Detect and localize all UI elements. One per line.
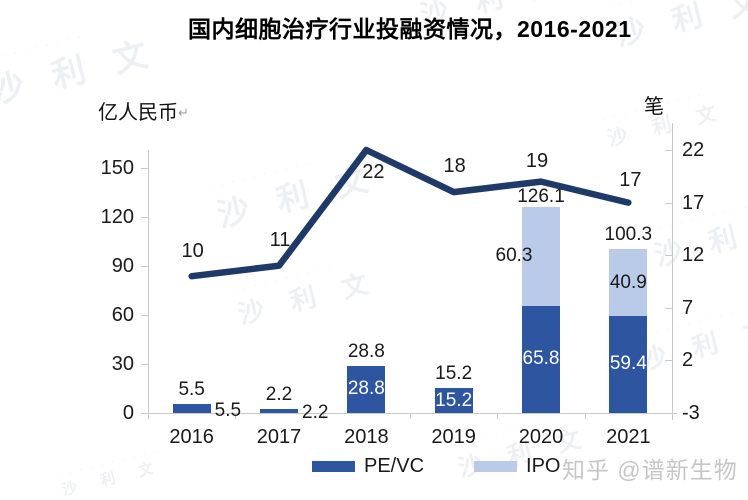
category-label: 2017	[256, 426, 302, 448]
bottom-axis-tick	[672, 413, 673, 419]
stack-total-label: 126.1	[517, 186, 565, 208]
legend-item-pevc: PE/VC	[312, 455, 424, 478]
pevc-value-label: 15.2	[435, 389, 473, 411]
left-axis-line	[148, 150, 149, 413]
ipo-value-label: 60.3	[495, 245, 533, 267]
left-axis-tick	[141, 364, 149, 365]
line-value-label: 10	[181, 240, 204, 263]
left-tick-label: 120	[100, 206, 134, 228]
stack-total-label: 100.3	[604, 224, 653, 246]
pevc-label: PE/VC	[364, 455, 425, 477]
stack-total-label: 28.8	[347, 340, 385, 362]
right-axis-tick	[665, 307, 673, 309]
right-tick-label: 12	[682, 244, 705, 267]
left-axis-tick	[141, 315, 149, 316]
left-axis-tick	[141, 413, 149, 414]
ipo-swatch	[474, 461, 518, 472]
line-value-label: 18	[443, 155, 466, 178]
bottom-axis-line	[148, 413, 677, 414]
category-label: 2016	[169, 426, 214, 448]
stack-total-label: 5.5	[178, 379, 205, 401]
left-axis-tick	[141, 168, 149, 169]
ipo-label: IPO	[526, 455, 561, 477]
bar-segment-pevc	[172, 404, 211, 413]
right-tick-label: 17	[682, 191, 705, 214]
chart-title: 国内细胞治疗行业投融资情况，2016-2021	[188, 16, 632, 42]
pevc-value-label: 59.4	[609, 353, 647, 375]
bottom-axis-tick	[148, 413, 149, 419]
bar-segment-ipo	[609, 249, 648, 316]
pevc-value-label: 65.8	[522, 348, 560, 370]
pevc-value-label: 28.8	[347, 378, 385, 400]
legend-item-ipo: IPO	[474, 455, 560, 478]
right-axis-line	[672, 123, 673, 420]
left-tick-label: 90	[111, 255, 134, 277]
bottom-axis-tick	[322, 413, 324, 419]
bar-segment-pevc	[522, 305, 560, 413]
right-tick-label: 2	[682, 349, 694, 372]
right-axis-tick	[665, 360, 673, 362]
left-axis-unit: 亿人民币↵	[98, 96, 189, 125]
bar-segment-pevc	[609, 315, 648, 413]
right-axis-tick	[665, 413, 673, 414]
left-axis-tick	[141, 266, 149, 267]
right-tick-label: 22	[682, 139, 705, 161]
deal-count-polyline	[188, 146, 632, 280]
bar-segment-ipo	[522, 207, 560, 306]
category-label: 2021	[606, 426, 651, 448]
return-mark: ↵	[178, 105, 189, 120]
bar-segment-pevc	[260, 409, 298, 413]
line-value-label: 22	[362, 161, 385, 183]
pevc-swatch	[312, 461, 355, 472]
zhihu-watermark: 知乎 @谱新生物	[562, 457, 738, 483]
category-label: 2020	[518, 426, 564, 448]
right-axis-tick	[665, 255, 673, 257]
bottom-axis-tick	[410, 413, 411, 419]
stack-total-label: 15.2	[435, 363, 473, 385]
bottom-axis-tick	[497, 413, 499, 419]
pevc-value-label: 5.5	[214, 399, 242, 421]
bottom-axis-tick	[584, 413, 586, 419]
bar-segment-pevc	[434, 388, 473, 413]
line-value-label: 19	[525, 149, 549, 172]
left-axis-unit-text: 亿人民币	[98, 102, 178, 124]
right-tick-label: 7	[682, 296, 694, 319]
legend: PE/VC IPO	[312, 455, 560, 478]
bottom-axis-tick	[235, 413, 237, 419]
pevc-value-label: 2.2	[302, 402, 329, 424]
left-tick-label: 150	[100, 157, 134, 179]
right-tick-label: -3	[682, 402, 700, 424]
right-axis-tick	[665, 202, 673, 204]
line-value-label: 11	[269, 228, 291, 251]
left-tick-label: 0	[122, 402, 134, 424]
right-axis-tick	[665, 150, 673, 151]
stack-total-label: 2.2	[265, 384, 293, 406]
left-tick-label: 30	[111, 353, 134, 375]
category-label: 2018	[344, 426, 389, 448]
category-label: 2019	[431, 426, 476, 448]
bar-segment-pevc	[347, 365, 386, 413]
right-axis-unit: 笔	[644, 96, 664, 118]
left-tick-label: 60	[111, 304, 134, 326]
line-value-label: 17	[619, 168, 642, 191]
ipo-value-label: 40.9	[609, 271, 647, 293]
left-axis-tick	[141, 217, 149, 218]
